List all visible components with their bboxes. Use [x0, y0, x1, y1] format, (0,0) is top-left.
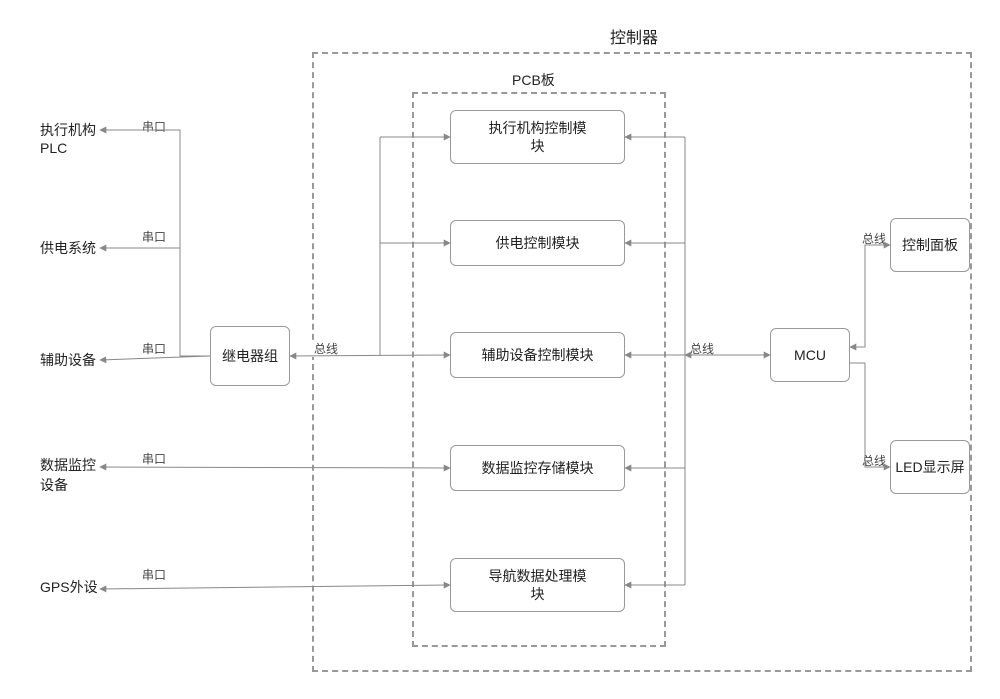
node-mod-exec: 执行机构控制模 块: [450, 110, 625, 164]
edge-label-bus-panel: 总线: [860, 230, 888, 247]
node-mcu: MCU: [770, 328, 850, 382]
title-controller: 控制器: [610, 24, 658, 48]
edge-label-serial-5: 串口: [140, 566, 168, 583]
node-mod-power: 供电控制模块: [450, 220, 625, 266]
node-mod-nav: 导航数据处理模 块: [450, 558, 625, 612]
node-led: LED显示屏: [890, 440, 970, 494]
ext-plc: 执行机构 PLC: [40, 120, 96, 156]
title-pcb: PCB板: [512, 70, 555, 90]
node-panel: 控制面板: [890, 218, 970, 272]
ext-monitor: 数据监控 设备: [40, 455, 96, 495]
diagram-root: 控制器 PCB板 执行机构 PLC 供电系统 辅助设备 数据监控 设备 GPS外…: [0, 0, 1000, 699]
edge-label-serial-4: 串口: [140, 450, 168, 467]
edge-label-serial-2: 串口: [140, 228, 168, 245]
edge-label-serial-1: 串口: [140, 118, 168, 135]
edge-label-bus-relay: 总线: [312, 340, 340, 357]
node-mod-aux: 辅助设备控制模块: [450, 332, 625, 378]
ext-power: 供电系统: [40, 238, 96, 258]
ext-aux: 辅助设备: [40, 350, 96, 370]
node-relay: 继电器组: [210, 326, 290, 386]
edge-label-bus-led: 总线: [860, 452, 888, 469]
node-mod-data: 数据监控存储模块: [450, 445, 625, 491]
ext-gps: GPS外设: [40, 577, 98, 597]
edge-label-bus-mcu: 总线: [688, 340, 716, 357]
edge-label-serial-3: 串口: [140, 340, 168, 357]
